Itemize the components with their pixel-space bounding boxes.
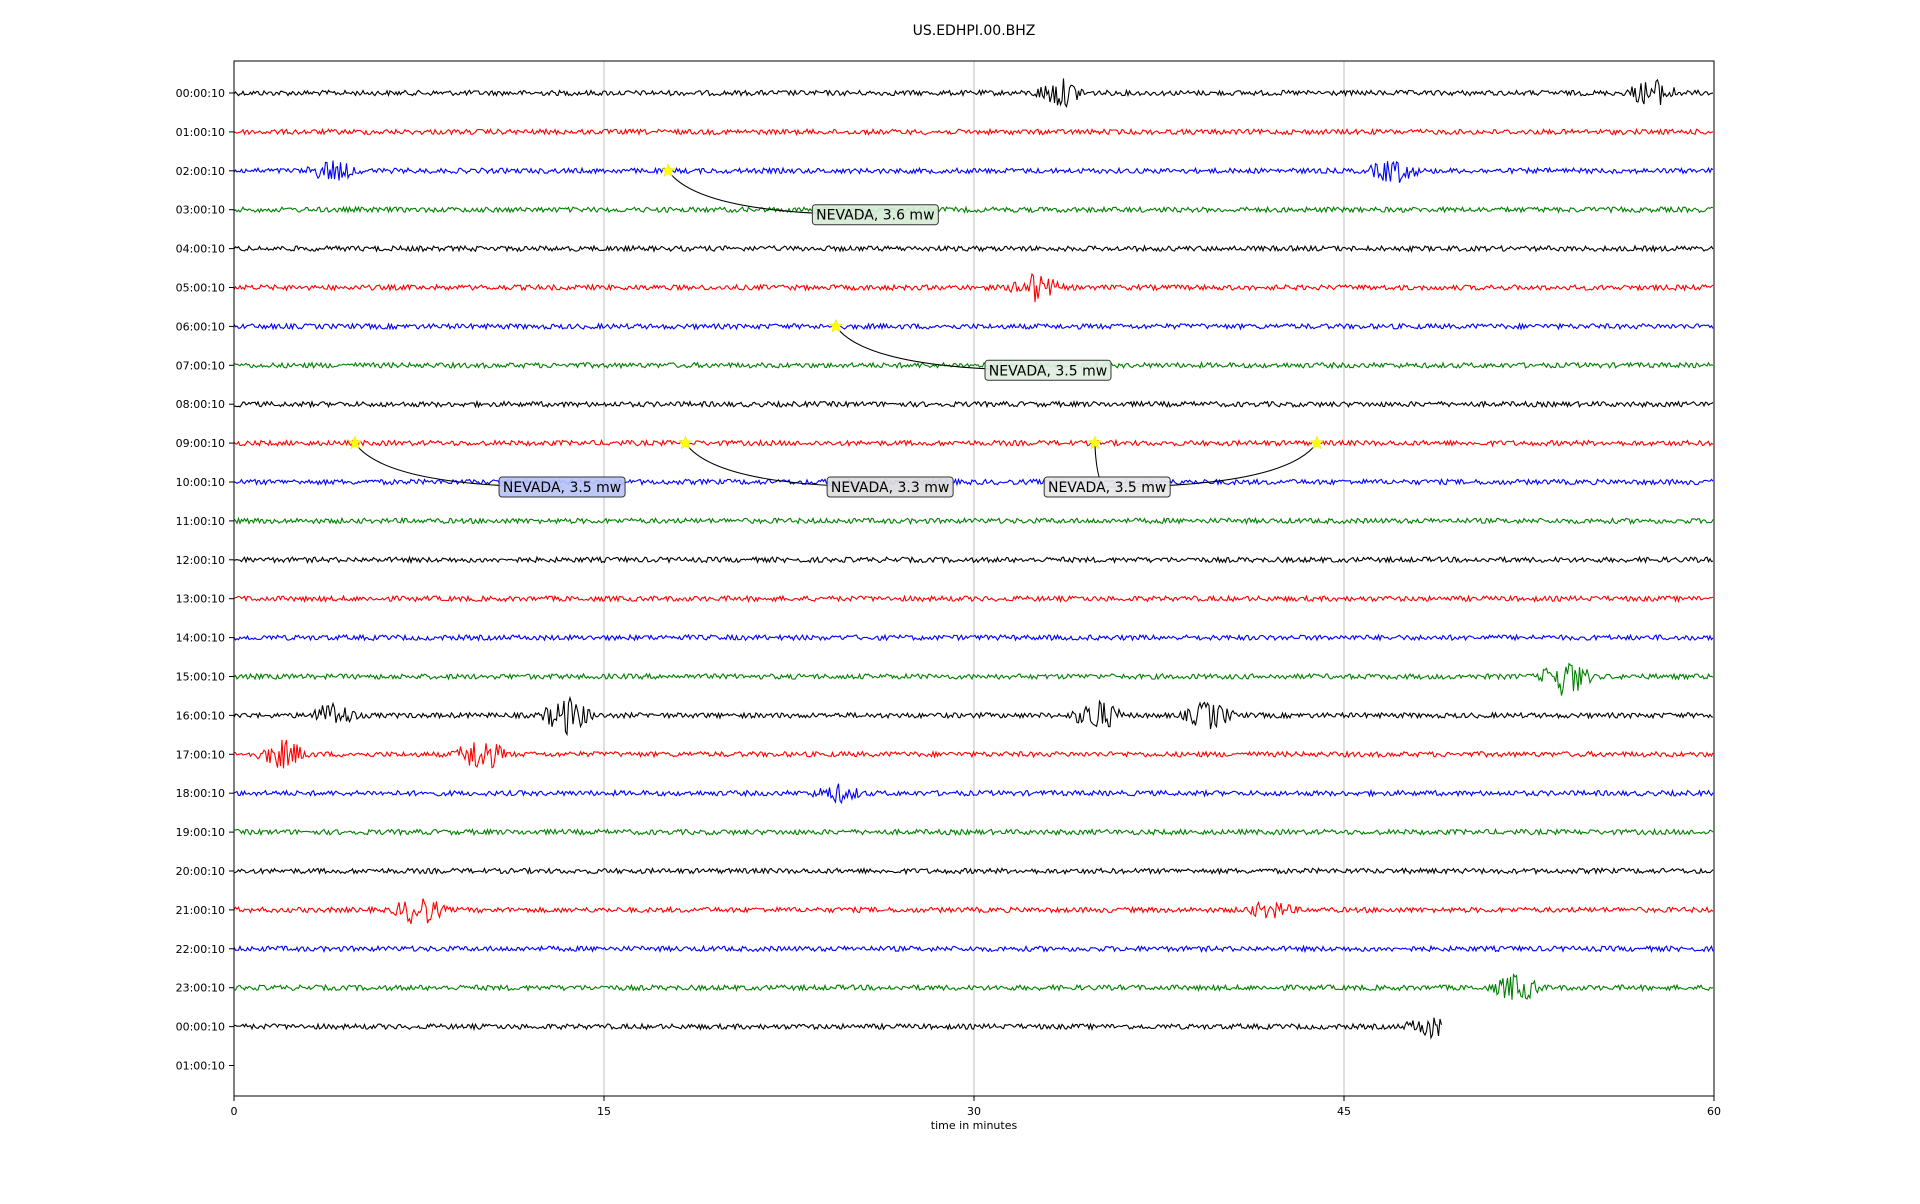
row-label-14: 14:00:10 <box>176 632 225 645</box>
event-star-4 <box>1087 435 1103 450</box>
trace-row-16 <box>233 695 1714 737</box>
row-label-20: 20:00:10 <box>176 865 225 878</box>
event-label-2: NEVADA, 3.5 mw <box>503 480 621 496</box>
row-label-0: 00:00:10 <box>176 87 225 100</box>
row-label-24: 00:00:10 <box>176 1021 225 1034</box>
event-label-4: NEVADA, 3.5 mw <box>1048 480 1166 496</box>
row-label-8: 08:00:10 <box>176 398 225 411</box>
row-label-16: 16:00:10 <box>176 709 225 722</box>
trace-row-3 <box>233 205 1714 214</box>
vertical-grid <box>603 61 1345 1096</box>
row-label-22: 22:00:10 <box>176 943 225 956</box>
event-label-box-2 <box>498 476 626 498</box>
row-label-10: 10:00:10 <box>176 476 225 489</box>
row-label-6: 06:00:10 <box>176 320 225 333</box>
traces <box>233 78 1714 1040</box>
trace-row-2 <box>233 160 1714 183</box>
trace-row-17 <box>233 739 1714 769</box>
row-label-18: 18:00:10 <box>176 787 225 800</box>
trace-row-14 <box>233 633 1714 642</box>
row-label-12: 12:00:10 <box>176 554 225 567</box>
event-annotations: NEVADA, 3.6 mw NEVADA, 3.5 mw NEVADA, 3.5 … <box>347 163 1325 498</box>
event-star-3 <box>678 435 693 450</box>
trace-row-15 <box>233 662 1714 696</box>
row-label-9: 09:00:10 <box>176 437 225 450</box>
x-axis: 0 15 30 45 60 <box>231 1096 1721 1118</box>
trace-row-24 <box>233 1017 1443 1040</box>
trace-row-0 <box>233 78 1714 109</box>
event-label-0: NEVADA, 3.6 mw <box>816 208 934 224</box>
row-label-13: 13:00:10 <box>176 593 225 606</box>
row-label-1: 01:00:10 <box>176 126 225 139</box>
chart-title: US.EDHPI.00.BHZ <box>913 23 1036 39</box>
x-tick-label-0: 0 <box>231 1105 238 1118</box>
event-label-3: NEVADA, 3.3 mw <box>831 480 949 496</box>
x-axis-label: time in minutes <box>931 1119 1018 1132</box>
event-label-box-4 <box>1043 476 1171 498</box>
event-star-0 <box>660 163 676 178</box>
trace-row-13 <box>233 594 1714 604</box>
event-label-box-0 <box>811 204 939 226</box>
row-label-17: 17:00:10 <box>176 748 225 761</box>
trace-row-12 <box>233 555 1714 565</box>
trace-row-6 <box>233 322 1714 331</box>
x-tick-label-2: 30 <box>967 1105 981 1118</box>
row-label-23: 23:00:10 <box>176 982 225 995</box>
event-star-5 <box>1309 435 1325 450</box>
trace-row-20 <box>233 866 1714 876</box>
row-label-3: 03:00:10 <box>176 204 225 217</box>
row-label-5: 05:00:10 <box>176 282 225 295</box>
trace-row-18 <box>233 783 1714 805</box>
x-tick-label-4: 60 <box>1707 1105 1721 1118</box>
row-label-11: 11:00:10 <box>176 515 225 528</box>
trace-row-23 <box>233 972 1714 1000</box>
row-label-19: 19:00:10 <box>176 826 225 839</box>
row-labels: 00:00:10 01:00:10 02:00:10 03:00:10 04:00:10… <box>176 87 234 1073</box>
event-label-1: NEVADA, 3.5 mw <box>989 363 1107 379</box>
row-label-15: 15:00:10 <box>176 671 225 684</box>
trace-row-4 <box>233 244 1714 254</box>
x-tick-label-3: 45 <box>1337 1105 1351 1118</box>
trace-row-8 <box>233 399 1714 409</box>
trace-row-1 <box>233 127 1714 137</box>
x-tick-label-1: 15 <box>597 1105 611 1118</box>
trace-row-21 <box>233 898 1714 925</box>
trace-row-11 <box>233 516 1714 526</box>
plot-frame <box>233 60 1715 1097</box>
event-star-1 <box>828 318 844 333</box>
trace-row-7 <box>233 360 1714 370</box>
row-label-2: 02:00:10 <box>176 165 225 178</box>
trace-row-5 <box>233 272 1714 303</box>
row-label-21: 21:00:10 <box>176 904 225 917</box>
event-label-box-1 <box>984 359 1112 381</box>
row-label-25: 01:00:10 <box>176 1060 225 1073</box>
event-label-box-3 <box>826 476 954 498</box>
trace-row-22 <box>233 944 1714 954</box>
row-label-4: 04:00:10 <box>176 243 225 256</box>
event-star-2 <box>347 435 363 450</box>
row-label-7: 07:00:10 <box>176 359 225 372</box>
trace-row-19 <box>233 827 1714 837</box>
trace-row-9 <box>233 438 1714 448</box>
